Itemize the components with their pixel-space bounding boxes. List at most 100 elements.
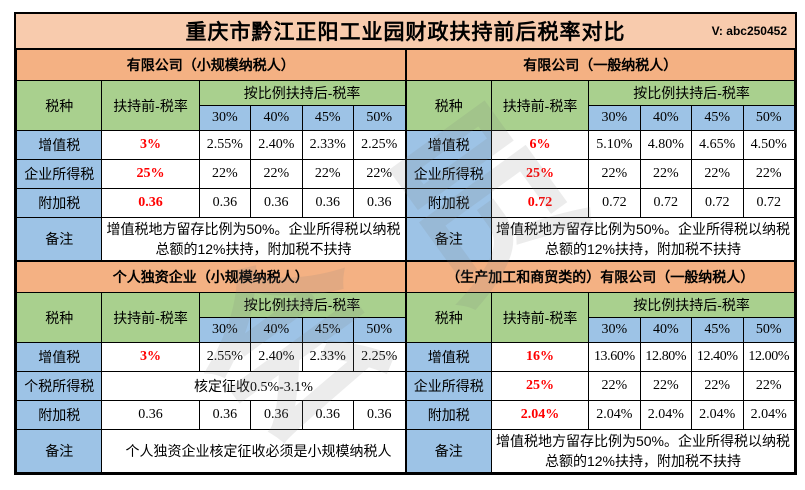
after-rate-value: 22% [588, 371, 641, 401]
col-header-after: 按比例扶持后-税率 [198, 292, 406, 318]
remark-label: 备注 [405, 217, 492, 261]
row-corporate-income-tax: 企业所得税 25% 22% 22% 22% 22% [405, 159, 795, 189]
row-label: 附加税 [405, 400, 492, 430]
row-label: 增值税 [405, 130, 492, 160]
after-rate-value: 22% [691, 159, 744, 189]
version-label: V: abc250452 [711, 24, 787, 38]
before-rate-value: 0.36 [101, 400, 200, 430]
remark-text: 增值税地方留存比例为50%。企业所得税以纳税总额的12%扶持，附加税不扶持 [490, 429, 796, 473]
ratio-column-header: 30% [198, 105, 252, 131]
after-rate-value: 2.04% [639, 400, 693, 430]
row-label: 附加税 [15, 188, 103, 218]
after-rate-value: 22% [250, 159, 303, 189]
ratio-header-row: 30% 40% 45% 50% [406, 317, 795, 343]
row-vat: 增值税 6% 5.10% 4.80% 4.65% 4.50% [405, 130, 795, 160]
ratio-column-header: 50% [353, 317, 406, 343]
before-rate-value: 6% [490, 130, 590, 160]
after-rate-value: 2.33% [301, 130, 355, 160]
col-header-after: 按比例扶持后-税率 [198, 80, 406, 106]
after-rate-value: 2.40% [250, 130, 303, 160]
after-rate-value: 0.72 [691, 188, 744, 218]
header-row: 税种 扶持前-税率 按比例扶持后-税率 [405, 292, 795, 343]
remark-label: 备注 [15, 429, 103, 473]
col-header-after: 按比例扶持后-税率 [588, 80, 795, 106]
title-bar: 重庆市黔江正阳工业园财政扶持前后税率对比 V: abc250452 [16, 14, 795, 49]
row-personal-income-tax: 个税所得税 核定征收0.5%-3.1% [15, 371, 406, 401]
row-label: 附加税 [405, 188, 492, 218]
after-rate-value: 0.72 [588, 188, 641, 218]
after-rate-value: 22% [353, 159, 406, 189]
before-rate-value: 25% [490, 159, 590, 189]
after-rate-value: 22% [301, 159, 355, 189]
col-header-tax-type: 税种 [405, 292, 492, 343]
after-rate-value: 22% [588, 159, 641, 189]
row-label: 增值税 [15, 130, 103, 160]
after-rate-value: 0.36 [250, 400, 303, 430]
row-label: 个税所得税 [15, 371, 103, 401]
after-rate-value: 2.04% [588, 400, 641, 430]
after-rate-value: 0.36 [198, 188, 252, 218]
ratio-column-header: 30% [588, 317, 641, 343]
after-rate-value: 0.72 [742, 188, 795, 218]
header-row: 税种 扶持前-税率 按比例扶持后-税率 [405, 80, 795, 131]
ratio-column-header: 50% [742, 317, 795, 343]
after-rate-value: 2.33% [301, 342, 355, 372]
remark-row: 备注 增值税地方留存比例为50%。企业所得税以纳税总额的12%扶持，附加税不扶持 [405, 429, 796, 473]
after-rate-value: 12.40% [691, 342, 744, 372]
ratio-column-header: 45% [691, 105, 744, 131]
after-rate-value: 2.55% [198, 130, 252, 160]
section-title: 有限公司（一般纳税人） [405, 49, 795, 81]
row-vat: 增值税 3% 2.55% 2.40% 2.33% 2.25% [15, 342, 406, 372]
table-limited-company-general-taxpayer: 有限公司（一般纳税人） 税种 扶持前-税率 按比例扶持后-税率 30% 40% … [405, 49, 796, 261]
after-rate-value: 22% [742, 371, 795, 401]
after-rate-value: 4.65% [691, 130, 744, 160]
section-row: 有限公司（小规模纳税人） [16, 49, 406, 81]
table-sole-proprietorship-small-taxpayer: 个人独资企业（小规模纳税人） 税种 扶持前-税率 按比例扶持后-税率 30% 4… [15, 261, 406, 473]
row-surtax: 附加税 2.04% 2.04% 2.04% 2.04% 2.04% [405, 400, 795, 430]
page-title: 重庆市黔江正阳工业园财政扶持前后税率对比 [185, 21, 626, 44]
row-label: 企业所得税 [15, 159, 103, 189]
row-corporate-income-tax: 企业所得税 25% 22% 22% 22% 22% [405, 371, 795, 401]
col-header-tax-type: 税种 [15, 292, 103, 343]
assessed-collection-value: 核定征收0.5%-3.1% [101, 371, 406, 401]
row-surtax: 附加税 0.72 0.72 0.72 0.72 0.72 [405, 188, 795, 218]
header-row: 税种 扶持前-税率 按比例扶持后-税率 [15, 80, 406, 131]
ratio-column-header: 45% [691, 317, 744, 343]
after-rate-value: 4.50% [742, 130, 795, 160]
ratio-header-row: 30% 40% 45% 50% [406, 105, 795, 131]
section-row: 个人独资企业（小规模纳税人） [16, 261, 406, 293]
row-vat: 增值税 16% 13.60% 12.80% 12.40% 12.00% [405, 342, 795, 372]
remark-label: 备注 [405, 429, 492, 473]
after-rate-value: 0.36 [301, 188, 355, 218]
col-header-before: 扶持前-税率 [101, 80, 200, 131]
table-limited-company-small-taxpayer: 有限公司（小规模纳税人） 税种 扶持前-税率 按比例扶持后-税率 30% 40%… [15, 49, 406, 261]
after-rate-value: 5.10% [588, 130, 641, 160]
after-rate-value: 4.80% [639, 130, 693, 160]
section-title: 个人独资企业（小规模纳税人） [16, 261, 406, 293]
after-rate-value: 2.25% [353, 130, 406, 160]
section-title: 有限公司（小规模纳税人） [16, 49, 406, 81]
before-rate-value: 3% [101, 342, 200, 372]
after-rate-value: 22% [742, 159, 795, 189]
ratio-column-header: 40% [639, 105, 693, 131]
before-rate-value: 3% [101, 130, 200, 160]
after-rate-value: 0.36 [198, 400, 252, 430]
remark-row: 备注 增值税地方留存比例为50%。企业所得税以纳税总额的12%扶持，附加税不扶持 [15, 217, 406, 261]
ratio-column-header: 30% [588, 105, 641, 131]
table-manufacturing-trading-company-general-taxpayer: （生产加工和商贸类的）有限公司（一般纳税人） 税种 扶持前-税率 按比例扶持后-… [405, 261, 796, 473]
quadrant-grid: 有限公司（小规模纳税人） 税种 扶持前-税率 按比例扶持后-税率 30% 40%… [15, 49, 796, 473]
ratio-column-header: 45% [301, 317, 355, 343]
after-rate-value: 0.36 [353, 400, 406, 430]
after-rate-value: 12.80% [639, 342, 693, 372]
remark-label: 备注 [15, 217, 103, 261]
ratio-column-header: 40% [639, 317, 693, 343]
remark-text: 个人独资企业核定征收必须是小规模纳税人 [101, 429, 406, 473]
after-rate-value: 0.36 [301, 400, 355, 430]
row-label: 增值税 [15, 342, 103, 372]
after-rate-value: 12.00% [742, 342, 795, 372]
ratio-header-row: 30% 40% 45% 50% [17, 105, 406, 131]
col-header-before: 扶持前-税率 [490, 292, 590, 343]
row-surtax: 附加税 0.36 0.36 0.36 0.36 0.36 [15, 400, 406, 430]
after-rate-value: 0.72 [639, 188, 693, 218]
col-header-before: 扶持前-税率 [101, 292, 200, 343]
